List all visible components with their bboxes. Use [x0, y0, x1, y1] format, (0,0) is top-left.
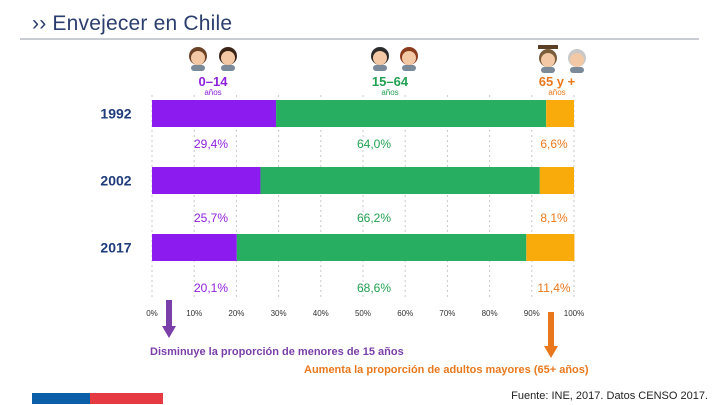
annotation-young: Disminuye la proporción de menores de 15… [150, 346, 404, 358]
adult-woman-icon-shoulders [402, 65, 416, 71]
bar-segment-adult [260, 167, 540, 194]
down-arrow-senior-shaft [548, 312, 554, 348]
legend-range: 65 y + [539, 74, 576, 89]
legend-range: 0–14 [199, 74, 229, 89]
flag-red-stripe [90, 393, 163, 404]
bar-segment-senior [539, 167, 574, 194]
x-tick-label: 100% [564, 309, 584, 318]
bar-segment-senior [546, 100, 574, 127]
x-tick-label: 70% [439, 309, 455, 318]
bar-segment-senior [526, 234, 575, 261]
source-note: Fuente: INE, 2017. Datos CENSO 2017. [511, 390, 708, 402]
x-tick-label: 30% [271, 309, 287, 318]
down-arrow-young-shaft [166, 300, 172, 328]
x-tick-label: 50% [355, 309, 371, 318]
data-label: 64,0% [357, 137, 391, 151]
legend-range: 15–64 [372, 74, 409, 89]
adult-man-icon-face [373, 51, 387, 65]
data-label: 20,1% [194, 281, 228, 295]
legend-unit: años [548, 88, 565, 97]
bar-segment-young [152, 234, 237, 261]
adult-woman-icon-face [402, 51, 416, 65]
data-label: 8,1% [540, 211, 568, 225]
year-label: 2017 [100, 240, 131, 256]
flag-blue-stripe [32, 393, 90, 404]
elder-hat-icon [538, 45, 558, 49]
chile-flag-stripe [32, 393, 163, 404]
bar-segment-young [152, 167, 261, 194]
title-divider [20, 38, 699, 40]
legend-unit: años [204, 88, 221, 97]
data-label: 25,7% [194, 211, 228, 225]
x-tick-label: 20% [228, 309, 244, 318]
x-tick-label: 80% [482, 309, 498, 318]
data-label: 6,6% [540, 137, 568, 151]
year-label: 2002 [100, 173, 131, 189]
x-tick-label: 40% [313, 309, 329, 318]
elder-woman-icon-face [570, 53, 584, 67]
data-label: 68,6% [357, 281, 391, 295]
bar-segment-young [152, 100, 277, 127]
data-label: 66,2% [357, 211, 391, 225]
child-girl-icon-shoulders [221, 65, 235, 71]
adult-man-icon-shoulders [373, 65, 387, 71]
year-label: 1992 [100, 106, 131, 122]
x-tick-label: 60% [397, 309, 413, 318]
elder-woman-icon-shoulders [570, 67, 584, 73]
data-label: 29,4% [194, 137, 228, 151]
data-label: 11,4% [537, 281, 570, 295]
annotation-senior: Aumenta la proporción de adultos mayores… [304, 364, 589, 376]
child-boy-icon-face [191, 51, 205, 65]
bar-segment-adult [276, 100, 547, 127]
page-title: ›› Envejecer en Chile [32, 12, 233, 35]
elder-man-icon-shoulders [541, 67, 555, 73]
child-boy-icon-shoulders [191, 65, 205, 71]
down-arrow-young-icon [162, 326, 176, 338]
x-tick-label: 10% [186, 309, 202, 318]
child-girl-icon-face [221, 51, 235, 65]
down-arrow-senior-icon [544, 346, 558, 358]
x-tick-label: 0% [146, 309, 158, 318]
x-tick-label: 90% [524, 309, 540, 318]
elder-man-icon-face [541, 53, 555, 67]
legend-unit: años [381, 88, 398, 97]
bar-segment-adult [236, 234, 527, 261]
